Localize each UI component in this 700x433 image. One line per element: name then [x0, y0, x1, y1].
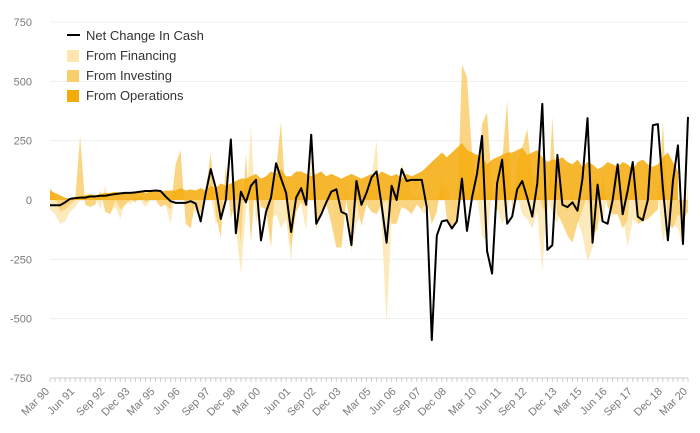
legend-swatch-operations [67, 90, 79, 102]
legend-label-operations: From Operations [86, 88, 184, 103]
y-tick-label: 750 [14, 17, 32, 29]
x-tick-label: Sep 12 [496, 386, 529, 419]
x-tick-label: Mar 05 [341, 386, 374, 419]
x-tick-label: Mar 10 [446, 386, 479, 419]
area-series [50, 64, 688, 324]
legend-swatch-investing [67, 70, 79, 82]
x-tick-label: Jun 96 [151, 386, 183, 418]
x-tick-label: Dec 03 [310, 386, 343, 419]
y-tick-label: -250 [10, 254, 32, 266]
legend-label-investing: From Investing [86, 68, 172, 83]
y-axis-ticks: 750 500 250 0 -250 -500 -750 [10, 17, 32, 385]
x-tick-label: Mar 20 [657, 386, 690, 419]
legend-label-net-change: Net Change In Cash [86, 28, 204, 43]
x-tick-label: Jun 91 [45, 386, 77, 418]
legend-label-financing: From Financing [86, 48, 176, 63]
y-tick-label: 250 [14, 136, 32, 148]
y-tick-label: 0 [26, 195, 32, 207]
x-tick-label: Mar 15 [552, 386, 585, 419]
line-net-change [50, 102, 689, 342]
area-operations [50, 143, 678, 200]
line-series [50, 102, 689, 342]
y-tick-label: 500 [14, 76, 32, 88]
y-tick-label: -500 [10, 314, 32, 326]
y-tick-label: -750 [10, 373, 32, 385]
x-tick-label: Mar 95 [125, 386, 158, 419]
legend: Net Change In Cash From Financing From I… [67, 28, 204, 103]
x-tick-label: Mar 90 [19, 386, 52, 419]
x-tick-label: Sep 17 [602, 386, 635, 419]
legend-swatch-financing [67, 50, 79, 62]
x-tick-label: Mar 00 [230, 386, 263, 419]
x-tick-label: Dec 08 [416, 386, 449, 419]
